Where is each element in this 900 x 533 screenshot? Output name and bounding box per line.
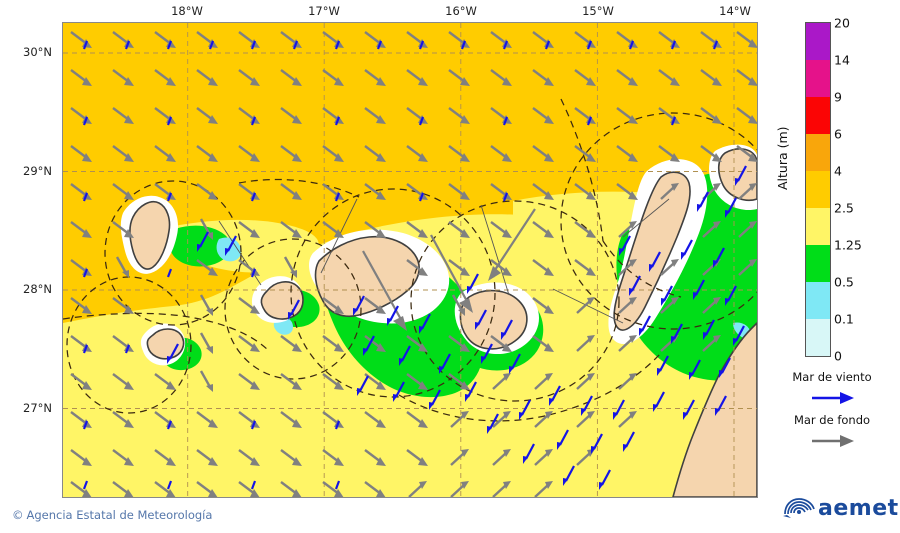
copyright-text: Agencia Estatal de Meteorología bbox=[26, 508, 213, 522]
colorbar-tick-label: 4 bbox=[834, 163, 842, 179]
lon-tick-label: 17°W bbox=[308, 4, 340, 18]
colorbar-band-4-6 bbox=[806, 133, 830, 171]
lon-tick-label: 16°W bbox=[445, 4, 477, 18]
colorbar-tick-label: 0.1 bbox=[834, 311, 854, 327]
colorbar-title: Altura (m) bbox=[775, 126, 790, 190]
wave-height-colorbar[interactable] bbox=[805, 22, 831, 357]
colorbar-tick-label: 6 bbox=[834, 126, 842, 142]
island-tenerife bbox=[314, 235, 420, 317]
wave-height-map: 18°W 17°W 16°W 15°W 14°W bbox=[62, 4, 758, 498]
map-plot-area[interactable] bbox=[62, 22, 758, 498]
colorbar-band-14-20 bbox=[806, 23, 830, 60]
lon-tick-label: 14°W bbox=[719, 4, 751, 18]
lat-tick-label: 30°N bbox=[23, 45, 52, 59]
lon-tick-label: 18°W bbox=[171, 4, 203, 18]
colorbar-band-2.5-4 bbox=[806, 170, 830, 208]
colorbar-tick-label: 0 bbox=[834, 348, 842, 364]
copyright-notice: © Agencia Estatal de Meteorología bbox=[12, 508, 212, 522]
lat-tick-label: 29°N bbox=[23, 164, 52, 178]
map-canvas bbox=[63, 23, 757, 497]
colorbar-band-0.5-1.25 bbox=[806, 244, 830, 282]
lat-tick-label: 27°N bbox=[23, 401, 52, 415]
colorbar-band-0.1-0.5 bbox=[806, 281, 830, 319]
colorbar-band-6-9 bbox=[806, 96, 830, 134]
lat-tick-label: 28°N bbox=[23, 282, 52, 296]
colorbar-tick-label: 1.25 bbox=[834, 237, 862, 253]
legend-swell-arrow-icon bbox=[762, 431, 900, 451]
island-la-palma bbox=[129, 201, 171, 270]
colorbar-tick-label: 14 bbox=[834, 52, 850, 68]
legend-wind-sea-arrow-icon bbox=[762, 388, 900, 408]
colorbar-tick-label: 9 bbox=[834, 89, 842, 105]
legend-wind-sea-label: Mar de viento bbox=[792, 370, 872, 384]
colorbar-band-1.25-2.5 bbox=[806, 207, 830, 245]
copyright-symbol: © bbox=[12, 508, 24, 522]
colorbar-band-9-14 bbox=[806, 59, 830, 97]
aemet-logo-icon bbox=[779, 494, 897, 522]
legend-swell-label: Mar de fondo bbox=[793, 413, 871, 427]
aemet-wordmark: aemet bbox=[818, 496, 899, 521]
colorbar-tick-label: 0.5 bbox=[834, 274, 854, 290]
colorbar-band-0-0.1 bbox=[806, 318, 830, 356]
colorbar-tick-label: 20 bbox=[834, 15, 850, 31]
lon-tick-label: 15°W bbox=[582, 4, 614, 18]
island-gran-canaria bbox=[459, 289, 528, 350]
colorbar-tick-label: 2.5 bbox=[834, 200, 854, 216]
